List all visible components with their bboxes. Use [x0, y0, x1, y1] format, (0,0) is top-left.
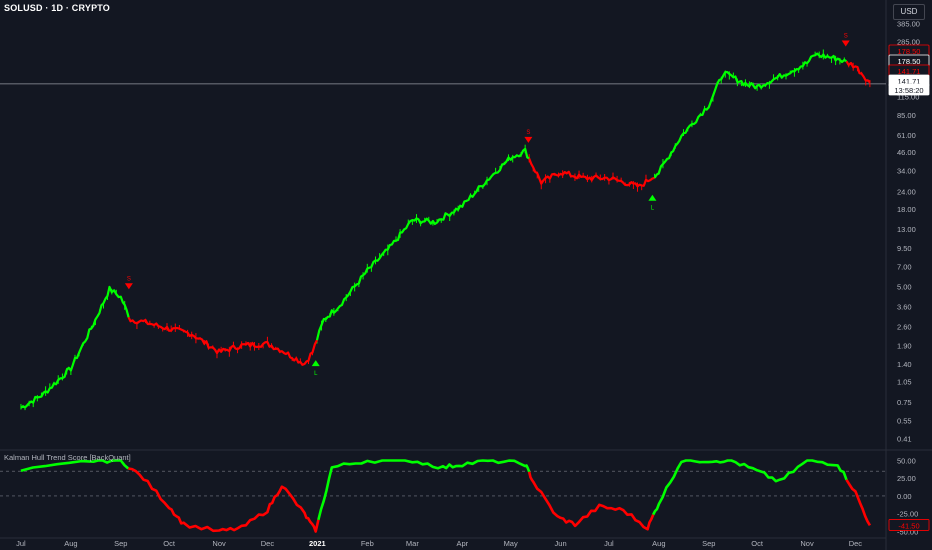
- time-axis-tick: Mar: [406, 539, 419, 548]
- price-axis-tick: 0.41: [897, 434, 912, 443]
- time-axis-tick: Nov: [212, 539, 226, 548]
- osc-series-segment: [529, 472, 653, 530]
- osc-series-segment: [21, 461, 128, 471]
- price-axis-tick: 1.40: [897, 360, 912, 369]
- osc-axis-tick: 0.00: [897, 492, 912, 501]
- price-axis-tick: 2.60: [897, 322, 912, 331]
- price-axis-tick: 1.90: [897, 341, 912, 350]
- price-series-segment: [129, 317, 317, 365]
- time-axis-tick: May: [504, 539, 518, 548]
- osc-axis-tick: -25.00: [897, 510, 918, 519]
- indicator-label[interactable]: Kalman Hull Trend Score [BackQuant]: [4, 453, 131, 462]
- long-signal-label: L: [314, 371, 318, 377]
- price-axis-tick: 0.55: [897, 417, 912, 426]
- price-axis-tick: 34.00: [897, 166, 916, 175]
- osc-axis-tick: 25.00: [897, 474, 916, 483]
- price-series-segment: [655, 54, 847, 178]
- price-series-segment: [317, 149, 529, 340]
- price-series-segment: [21, 287, 129, 408]
- price-series-segment: [847, 61, 870, 82]
- time-axis-tick: Jul: [604, 539, 614, 548]
- osc-series-segment: [847, 480, 870, 526]
- osc-series-segment: [318, 461, 529, 520]
- osc-axis-tick: 50.00: [897, 457, 916, 466]
- price-axis-tick: 1.05: [897, 377, 912, 386]
- time-axis-tick: Feb: [361, 539, 374, 548]
- price-axis-tick: 5.00: [897, 283, 912, 292]
- short-signal-label: S: [844, 34, 848, 40]
- time-axis-tick: Aug: [64, 539, 77, 548]
- countdown-badge: 13:58:20: [894, 86, 923, 95]
- price-axis-tick: 7.00: [897, 262, 912, 271]
- currency-button[interactable]: USD: [893, 4, 925, 20]
- osc-value-badge: -41.50: [898, 521, 919, 530]
- time-axis-tick: 2021: [309, 539, 326, 548]
- time-axis-tick: Oct: [163, 539, 176, 548]
- price-axis-tick: 13.00: [897, 225, 916, 234]
- long-signal-triangle: [312, 360, 320, 366]
- price-axis-tick: 18.00: [897, 205, 916, 214]
- long-signal-triangle: [648, 195, 656, 201]
- time-axis-tick: Sep: [114, 539, 127, 548]
- time-axis-tick: Dec: [261, 539, 275, 548]
- price-axis-tick: 24.00: [897, 188, 916, 197]
- price-axis-tick: 61.00: [897, 131, 916, 140]
- time-axis-tick: Nov: [800, 539, 814, 548]
- price-axis-tick: 9.50: [897, 244, 912, 253]
- osc-series-segment: [653, 461, 846, 515]
- time-axis-tick: Sep: [702, 539, 715, 548]
- price-axis-tick: 85.00: [897, 111, 916, 120]
- symbol-title[interactable]: SOLUSD · 1D · CRYPTO: [4, 3, 110, 13]
- short-signal-triangle: [524, 137, 532, 143]
- time-axis-tick: Jun: [555, 539, 567, 548]
- price-axis-tick: 0.75: [897, 398, 912, 407]
- price-axis-tick: 3.60: [897, 303, 912, 312]
- time-axis-tick: Oct: [751, 539, 764, 548]
- time-axis-tick: Apr: [456, 539, 468, 548]
- osc-series-segment: [128, 469, 318, 532]
- short-signal-triangle: [125, 283, 133, 289]
- time-axis-tick: Dec: [849, 539, 863, 548]
- short-signal-triangle: [842, 41, 850, 47]
- price-axis-tick: 385.00: [897, 19, 920, 28]
- time-axis-tick: Aug: [652, 539, 665, 548]
- short-signal-label: S: [127, 276, 131, 282]
- short-signal-label: S: [526, 130, 530, 136]
- time-axis-tick: Jul: [16, 539, 26, 548]
- price-axis-tick: 46.00: [897, 148, 916, 157]
- long-signal-label: L: [651, 206, 655, 212]
